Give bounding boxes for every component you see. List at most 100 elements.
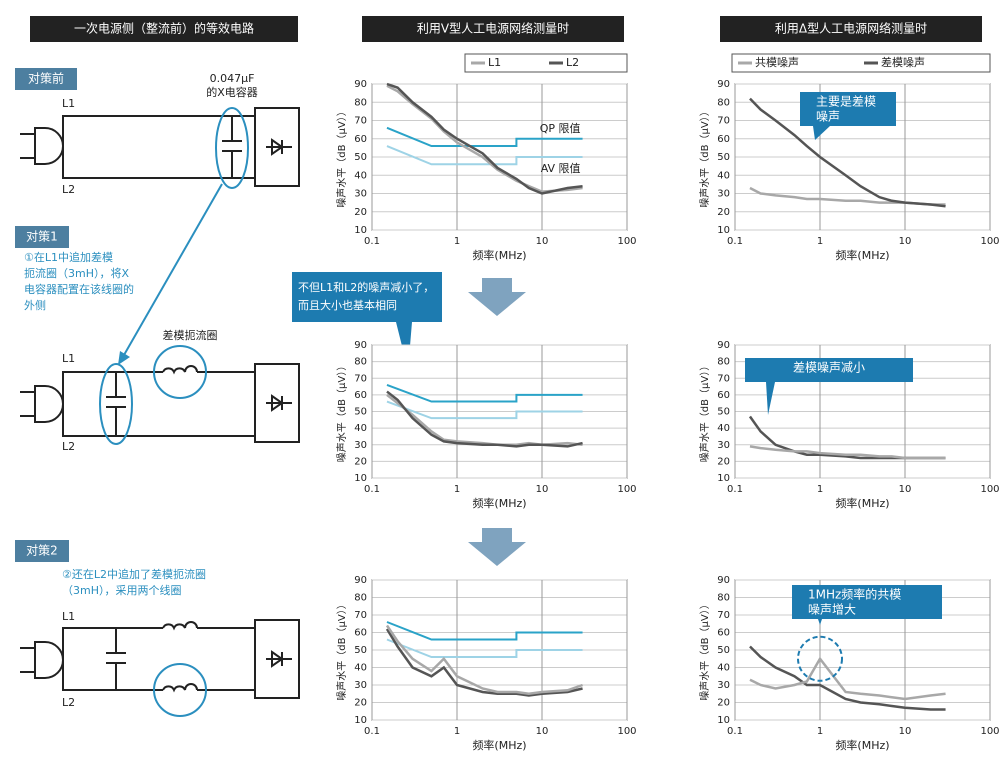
y-axis-label: 噪声水平（dB（μV）） <box>335 361 348 462</box>
y-tick-label: 10 <box>717 225 730 236</box>
y-tick-label: 60 <box>354 390 367 401</box>
x-tick-label: 100 <box>980 484 999 495</box>
y-tick-label: 70 <box>354 610 367 621</box>
series-line <box>386 82 583 195</box>
y-tick-label: 10 <box>354 473 367 484</box>
limit-line <box>386 400 583 420</box>
legend-label: 共模噪声 <box>755 55 799 69</box>
y-tick-label: 30 <box>354 189 367 200</box>
y-tick-label: 20 <box>354 698 367 709</box>
y-tick-label: 50 <box>354 152 367 163</box>
y-tick-label: 20 <box>717 456 730 467</box>
y-tick-label: 80 <box>717 97 730 108</box>
y-tick-label: 40 <box>354 423 367 434</box>
legend-label: 差模噪声 <box>881 55 925 69</box>
note: 0.047μF <box>210 72 255 85</box>
circuit <box>20 107 300 365</box>
series-line <box>385 628 583 697</box>
legend-box <box>464 53 628 73</box>
tag: 对策1 <box>26 230 58 244</box>
y-tick-label: 90 <box>717 575 730 586</box>
header-bg <box>30 16 298 42</box>
legend-label: L2 <box>566 56 579 69</box>
y-tick-label: 30 <box>717 680 730 691</box>
y-tick-label: 90 <box>717 79 730 90</box>
y-tick-label: 90 <box>354 340 367 351</box>
x-tick-label: 10 <box>899 236 912 247</box>
note: 的X电容器 <box>206 85 258 99</box>
callout: 噪声增大 <box>808 603 856 617</box>
desc: 电容器配置在该线圈的 <box>24 282 134 296</box>
callout: 而且大小也基本相同 <box>298 298 397 312</box>
callout-bg <box>792 585 942 625</box>
y-tick-label: 60 <box>717 390 730 401</box>
y-tick-label: 90 <box>354 79 367 90</box>
l1: L1 <box>62 97 75 110</box>
x-tick-label: 100 <box>980 726 999 737</box>
y-tick-label: 50 <box>717 152 730 163</box>
x-tick-label: 0.1 <box>364 484 380 495</box>
y-tick-label: 50 <box>717 645 730 656</box>
x-tick-label: 1 <box>817 484 823 495</box>
y-tick-label: 70 <box>717 373 730 384</box>
x-axis-label: 频率(MHz) <box>472 738 526 752</box>
y-tick-label: 50 <box>717 407 730 418</box>
x-tick-label: 10 <box>536 236 549 247</box>
header: 利用Δ型人工电源网络测量时 <box>775 21 927 36</box>
callout-bg <box>745 358 913 415</box>
l2: L2 <box>62 183 75 196</box>
y-tick-label: 80 <box>354 97 367 108</box>
y-tick-label: 40 <box>717 170 730 181</box>
callout: 噪声 <box>816 110 840 124</box>
x-axis-label: 频率(MHz) <box>835 496 889 510</box>
highlight <box>797 635 843 682</box>
x-tick-label: 10 <box>536 726 549 737</box>
desc: ①在L1中追加差模 <box>24 250 113 264</box>
tag: 对策2 <box>26 544 58 558</box>
x-tick-label: 100 <box>617 726 636 737</box>
desc: 扼流圈（3mH），将X <box>24 266 129 280</box>
header-bg <box>362 16 624 42</box>
x-axis-label: 频率(MHz) <box>835 248 889 262</box>
y-tick-label: 20 <box>354 456 367 467</box>
y-tick-label: 30 <box>717 440 730 451</box>
y-tick-label: 50 <box>354 645 367 656</box>
y-tick-label: 30 <box>717 189 730 200</box>
callout-bg <box>800 92 896 140</box>
y-axis-label: 噪声水平（dB（μV）） <box>335 599 348 700</box>
limit-line <box>386 126 583 148</box>
down-arrow <box>468 528 526 566</box>
x-tick-label: 100 <box>617 484 636 495</box>
y-tick-label: 40 <box>354 663 367 674</box>
l1: L1 <box>62 610 75 623</box>
x-tick-label: 0.1 <box>727 726 743 737</box>
series-line <box>385 624 583 696</box>
y-tick-label: 40 <box>717 423 730 434</box>
legend-box <box>731 53 991 73</box>
limit-line <box>386 638 583 658</box>
x-tick-label: 10 <box>899 484 912 495</box>
series-line <box>749 645 946 711</box>
y-tick-label: 30 <box>354 680 367 691</box>
x-tick-label: 0.1 <box>727 236 743 247</box>
x-tick-label: 1 <box>817 236 823 247</box>
y-tick-label: 70 <box>717 116 730 127</box>
series-line <box>749 97 946 208</box>
callout: 差模噪声减小 <box>793 361 865 375</box>
desc: （3mH），采用两个线圈 <box>62 583 182 597</box>
callout: 1MHz频率的共模 <box>808 587 901 602</box>
y-tick-label: 60 <box>717 134 730 145</box>
l2: L2 <box>62 440 75 453</box>
y-tick-label: 90 <box>354 575 367 586</box>
y-tick-label: 10 <box>717 473 730 484</box>
y-tick-label: 10 <box>354 225 367 236</box>
x-tick-label: 0.1 <box>727 484 743 495</box>
coil-label: 差模扼流圈 <box>163 328 218 342</box>
legend-label: L1 <box>488 56 501 69</box>
x-axis-label: 频率(MHz) <box>835 738 889 752</box>
tag-bg <box>15 540 69 562</box>
y-tick-label: 10 <box>354 715 367 726</box>
circuit <box>20 345 300 445</box>
limit-line <box>386 145 583 166</box>
